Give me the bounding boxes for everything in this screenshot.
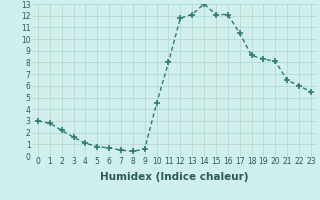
X-axis label: Humidex (Indice chaleur): Humidex (Indice chaleur) xyxy=(100,172,249,182)
